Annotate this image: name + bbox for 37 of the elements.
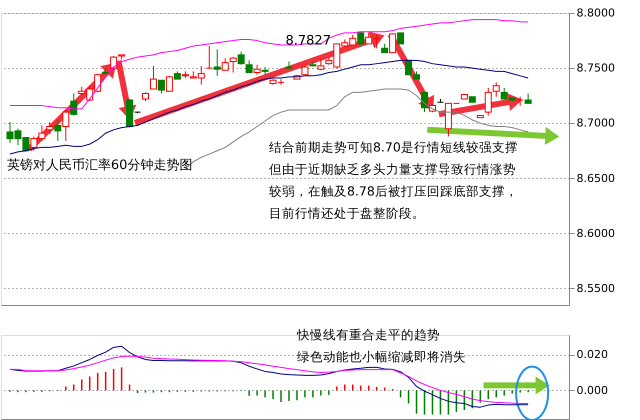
candlestick: [54, 119, 62, 142]
y-tick-label: 8.7500: [576, 62, 615, 75]
candlestick: [214, 48, 221, 76]
candlestick: [158, 80, 165, 94]
candlestick: [166, 75, 173, 92]
candlestick: [238, 51, 245, 66]
y-tick-label: 8.6000: [576, 226, 615, 240]
candlestick: [397, 32, 404, 44]
candlestick: [484, 87, 492, 116]
candlestick: [206, 46, 213, 69]
candlestick: [524, 92, 532, 104]
y-tick-label: 8.6500: [576, 172, 615, 185]
candlestick: [421, 92, 428, 113]
candlestick: [110, 55, 118, 70]
candlestick: [492, 82, 500, 98]
candlestick: [62, 109, 70, 142]
candlestick: [254, 64, 261, 76]
y-tick-label: 8.7000: [576, 116, 615, 130]
y-tick-label: 8.8000: [576, 6, 615, 20]
annotation: 英镑对人民币汇率60分钟走势图: [6, 157, 192, 173]
candlestick: [230, 56, 237, 73]
candlestick: [389, 33, 396, 54]
annotation: 快慢线有重合走平的趋势绿色动能也小幅缩减即将消失: [296, 327, 466, 364]
candlestick: [246, 60, 253, 73]
candlestick: [516, 96, 524, 106]
candlestick: [357, 32, 364, 46]
candlestick: [436, 98, 444, 103]
y-tick-label: 0.000: [576, 384, 608, 397]
line-series: [9, 60, 529, 155]
candlestick: [46, 122, 54, 135]
candlestick: [70, 92, 78, 116]
y-tick-label: 8.5500: [576, 282, 615, 295]
candlestick: [150, 65, 157, 90]
annotation: 结合前期走势可知8.70是行情短线较强支撑但由于近期缺乏多头力量支撑导致行情涨势较弱，在触及8.78后被打压回踩底部支撑，目前行情还处于盘整阶段。: [268, 139, 518, 220]
y-tick-label: 0.020: [576, 348, 608, 362]
candlestick: [222, 58, 229, 71]
candlestick: [317, 58, 324, 71]
